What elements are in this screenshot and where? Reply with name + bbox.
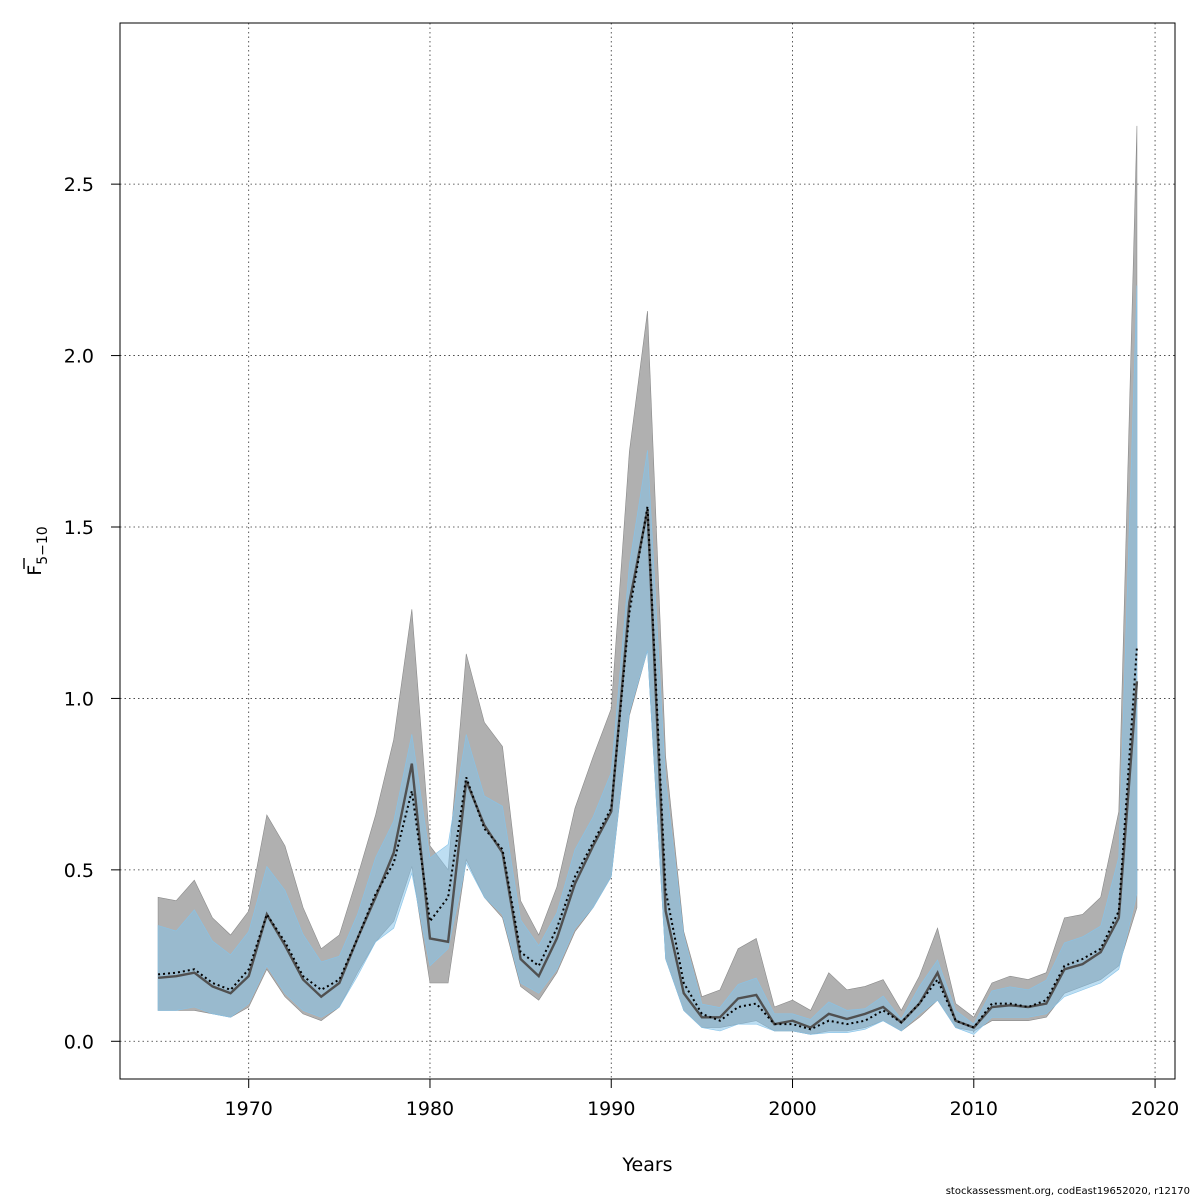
y-tick-label-0: 0.0 xyxy=(64,1031,94,1053)
x-tick-label-1990: 1990 xyxy=(587,1098,635,1120)
y-tick-label-5: 2.5 xyxy=(64,174,94,196)
band-dotted-series xyxy=(157,285,1138,1035)
y-tick-label-2: 1.0 xyxy=(64,688,94,710)
x-tick-label-1980: 1980 xyxy=(406,1098,454,1120)
y-tick-label-1: 0.5 xyxy=(64,860,94,882)
x-tick-label-1970: 1970 xyxy=(225,1098,273,1120)
y-axis-label-base: F xyxy=(24,565,46,576)
y-axis-title: F5−10 xyxy=(23,526,51,576)
x-tick-label-2000: 2000 xyxy=(768,1098,816,1120)
series-lines xyxy=(157,506,1139,1031)
x-tick-label-2010: 2010 xyxy=(950,1098,998,1120)
y-tick-label-4: 2.0 xyxy=(64,346,94,368)
x-axis-title: Years xyxy=(621,1154,672,1176)
x-tick-label-2020: 2020 xyxy=(1131,1098,1179,1120)
y-tick-label-3: 1.5 xyxy=(64,517,94,539)
plot-frame xyxy=(119,22,1176,1080)
grid-lines xyxy=(120,23,1175,1079)
axes: 1970 1980 1990 2000 2010 2020 0.0 0.5 1.0 1.5 2.0 2… xyxy=(64,174,1179,1120)
y-axis-label: F5−10 xyxy=(24,526,51,575)
y-axis-label-subscript: 5−10 xyxy=(35,526,51,564)
confidence-bands xyxy=(157,125,1138,1035)
credit-text: stockassessment.org, codEast19652020, r1… xyxy=(945,1186,1190,1197)
